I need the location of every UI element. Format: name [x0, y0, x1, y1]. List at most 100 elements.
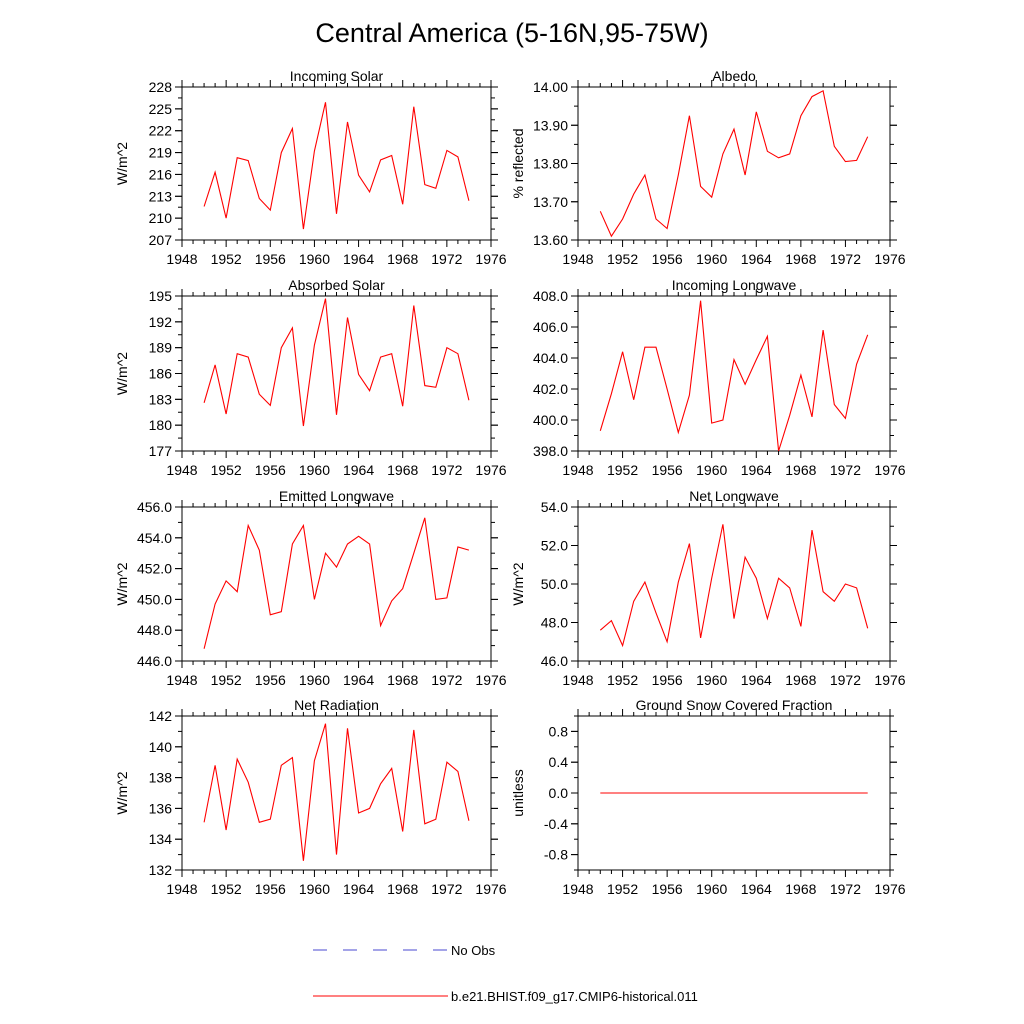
x-tick-label: 1976 — [874, 881, 905, 897]
y-tick-label: 177 — [149, 443, 173, 459]
panel-title: Absorbed Solar — [288, 277, 385, 293]
x-tick-label: 1964 — [343, 462, 374, 478]
y-tick-label: 0.8 — [549, 723, 569, 739]
legend-label-no-obs: No Obs — [451, 943, 496, 958]
x-tick-label: 1968 — [785, 672, 816, 688]
x-tick-label: 1960 — [696, 672, 727, 688]
x-tick-label: 1964 — [741, 251, 772, 267]
series-line — [203, 102, 470, 230]
x-tick-label: 1960 — [696, 251, 727, 267]
y-tick-label: 225 — [149, 101, 173, 117]
y-tick-label: 142 — [149, 708, 173, 724]
plot-frame — [181, 506, 492, 662]
plot-frame — [577, 86, 891, 241]
x-tick-label: 1972 — [431, 672, 462, 688]
x-tick-label: 1976 — [475, 462, 506, 478]
x-tick-label: 1968 — [785, 462, 816, 478]
y-tick-label: 213 — [149, 188, 173, 204]
x-tick-label: 1956 — [255, 251, 286, 267]
x-tick-label: 1964 — [343, 672, 374, 688]
chart-panel-8: Ground Snow Covered Fraction unitless 1948… — [510, 697, 906, 897]
x-tick-label: 1968 — [387, 462, 418, 478]
y-tick-label: 46.0 — [541, 653, 568, 669]
panel-title: Ground Snow Covered Fraction — [636, 697, 833, 713]
y-tick-label: 448.0 — [137, 622, 172, 638]
y-tick-label: 0.0 — [549, 785, 569, 801]
y-tick-label: 400.0 — [533, 412, 568, 428]
x-tick-label: 1952 — [211, 672, 242, 688]
x-tick-label: 1972 — [830, 251, 861, 267]
x-tick-label: 1960 — [299, 881, 330, 897]
plot-frame — [181, 295, 492, 452]
x-tick-label: 1960 — [299, 251, 330, 267]
y-axis-label: W/m^2 — [114, 771, 130, 814]
series-line — [203, 517, 470, 649]
legend: No Obs b.e21.BHIST.f09_g17.CMIP6-histori… — [313, 943, 698, 1004]
series-line — [599, 300, 869, 452]
y-tick-label: 52.0 — [541, 538, 568, 554]
y-tick-label: 134 — [149, 831, 173, 847]
y-tick-label: 216 — [149, 166, 173, 182]
x-tick-label: 1948 — [562, 672, 593, 688]
panels: Incoming Solar W/m^2 1948 1952 1956 1960 1964 1… — [114, 68, 906, 897]
y-tick-label: 132 — [149, 862, 173, 878]
y-tick-label: 136 — [149, 800, 173, 816]
y-tick-label: 189 — [149, 340, 173, 356]
y-tick-label: 48.0 — [541, 615, 568, 631]
x-tick-label: 1976 — [874, 251, 905, 267]
y-tick-label: 452.0 — [137, 561, 172, 577]
y-tick-label: 14.00 — [533, 79, 568, 95]
x-tick-label: 1948 — [562, 881, 593, 897]
x-tick-label: 1948 — [166, 672, 197, 688]
y-tick-label: 446.0 — [137, 653, 172, 669]
x-tick-label: 1964 — [741, 462, 772, 478]
x-tick-label: 1956 — [652, 672, 683, 688]
x-tick-label: 1976 — [874, 462, 905, 478]
x-tick-label: 1972 — [431, 462, 462, 478]
series-line — [599, 89, 869, 238]
x-tick-label: 1948 — [562, 462, 593, 478]
y-tick-label: 183 — [149, 391, 173, 407]
y-tick-label: 186 — [149, 366, 173, 382]
y-tick-label: 402.0 — [533, 381, 568, 397]
x-tick-label: 1964 — [741, 672, 772, 688]
y-axis-label: W/m^2 — [510, 562, 526, 605]
x-tick-label: 1948 — [166, 881, 197, 897]
plot-frame — [181, 715, 492, 871]
y-tick-label: 404.0 — [533, 350, 568, 366]
chart-panel-4: Incoming Longwave 1948 1952 1956 1960 1964 196… — [533, 277, 906, 478]
y-tick-label: 406.0 — [533, 319, 568, 335]
x-tick-label: 1972 — [830, 672, 861, 688]
y-tick-label: 210 — [149, 210, 173, 226]
y-tick-label: -0.4 — [544, 816, 568, 832]
panel-title: Albedo — [712, 68, 756, 84]
y-tick-label: 228 — [149, 79, 173, 95]
panel-title: Incoming Longwave — [672, 277, 797, 293]
x-tick-label: 1968 — [387, 881, 418, 897]
x-tick-label: 1952 — [607, 672, 638, 688]
chart-panel-1: Incoming Solar W/m^2 1948 1952 1956 1960 1964 1… — [114, 68, 507, 267]
y-tick-label: 54.0 — [541, 499, 568, 515]
x-tick-label: 1960 — [299, 462, 330, 478]
y-axis-label: W/m^2 — [114, 562, 130, 605]
chart-panel-6: Net Longwave W/m^2 1948 1952 1956 1960 1964 196… — [510, 488, 906, 688]
x-tick-label: 1952 — [607, 251, 638, 267]
y-tick-label: 13.60 — [533, 232, 568, 248]
x-tick-label: 1964 — [343, 251, 374, 267]
y-tick-label: 13.90 — [533, 117, 568, 133]
x-tick-label: 1952 — [211, 881, 242, 897]
x-tick-label: 1960 — [696, 881, 727, 897]
x-tick-label: 1948 — [562, 251, 593, 267]
x-tick-label: 1952 — [607, 462, 638, 478]
x-tick-label: 1976 — [475, 881, 506, 897]
figure-title: Central America (5-16N,95-75W) — [315, 18, 708, 48]
y-tick-label: 13.70 — [533, 194, 568, 210]
y-tick-label: 454.0 — [137, 530, 172, 546]
panel-title: Emitted Longwave — [279, 488, 394, 504]
x-tick-label: 1956 — [255, 672, 286, 688]
x-tick-label: 1968 — [785, 251, 816, 267]
x-tick-label: 1968 — [387, 251, 418, 267]
chart-panel-5: Emitted Longwave W/m^2 1948 1952 1956 1960 196… — [114, 488, 507, 688]
x-tick-label: 1956 — [255, 462, 286, 478]
